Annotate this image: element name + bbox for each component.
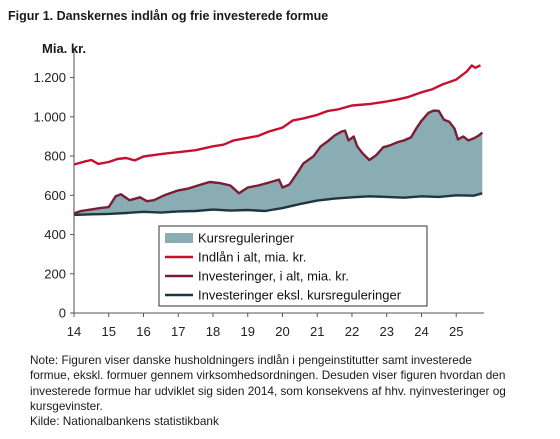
- legend-label: Investeringer, i alt, mia. kr.: [198, 269, 349, 284]
- x-tick-label: 19: [240, 324, 254, 339]
- y-tick-label: 0: [59, 306, 66, 321]
- axes-layer: 0 200 400 600 800 1.000 1.200 14 15 16 17 18 19 20 21 2…: [33, 50, 484, 339]
- legend-label: Investeringer eksl. kursreguleringer: [198, 288, 402, 303]
- y-tick-label: 600: [44, 188, 66, 203]
- x-tick-label: 23: [379, 324, 393, 339]
- y-tick-label: 1.200: [33, 70, 66, 85]
- y-axis-label: Mia. kr.: [42, 41, 87, 56]
- line-investments_ex: [73, 192, 483, 217]
- x-tick-label: 25: [449, 324, 463, 339]
- area-layer: [74, 110, 483, 215]
- line-investments_total: [73, 109, 484, 215]
- note-text: Note: Figuren viser danske husholdninger…: [30, 353, 506, 413]
- legend-swatch-area: [165, 233, 193, 243]
- lines-layer: [73, 64, 484, 217]
- x-tick-label: 18: [206, 324, 220, 339]
- x-tick-label: 24: [414, 324, 428, 339]
- y-tick-label: 800: [44, 149, 66, 164]
- x-tick-label: 14: [67, 324, 81, 339]
- y-tick-label: 400: [44, 227, 66, 242]
- x-tick-label: 15: [102, 324, 116, 339]
- y-tick-label: 200: [44, 266, 66, 281]
- x-tick-label: 22: [345, 324, 359, 339]
- line-deposits: [73, 64, 482, 166]
- legend-label: Kursreguleringer: [198, 231, 295, 246]
- x-tick-label: 20: [275, 324, 289, 339]
- figure-note: Note: Figuren viser danske husholdninger…: [30, 353, 510, 429]
- source-text: Kilde: Nationalbankens statistikbank: [30, 414, 219, 429]
- legend-label: Indlån i alt, mia. kr.: [198, 250, 306, 265]
- figure-title: Figur 1. Danskernes indlån og frie inves…: [8, 9, 329, 23]
- area-kursreguleringer: [74, 110, 483, 215]
- legend-box: [158, 225, 428, 307]
- x-tick-label: 16: [136, 324, 150, 339]
- legend: Kursreguleringer Indlån i alt, mia. kr. In…: [158, 225, 428, 307]
- x-tick-label: 17: [171, 324, 185, 339]
- chart-svg: 0 200 400 600 800 1.000 1.200 14 15 16 17 18 19 20 21 2…: [33, 50, 484, 339]
- x-tick-label: 21: [310, 324, 324, 339]
- y-tick-label: 1.000: [33, 109, 66, 124]
